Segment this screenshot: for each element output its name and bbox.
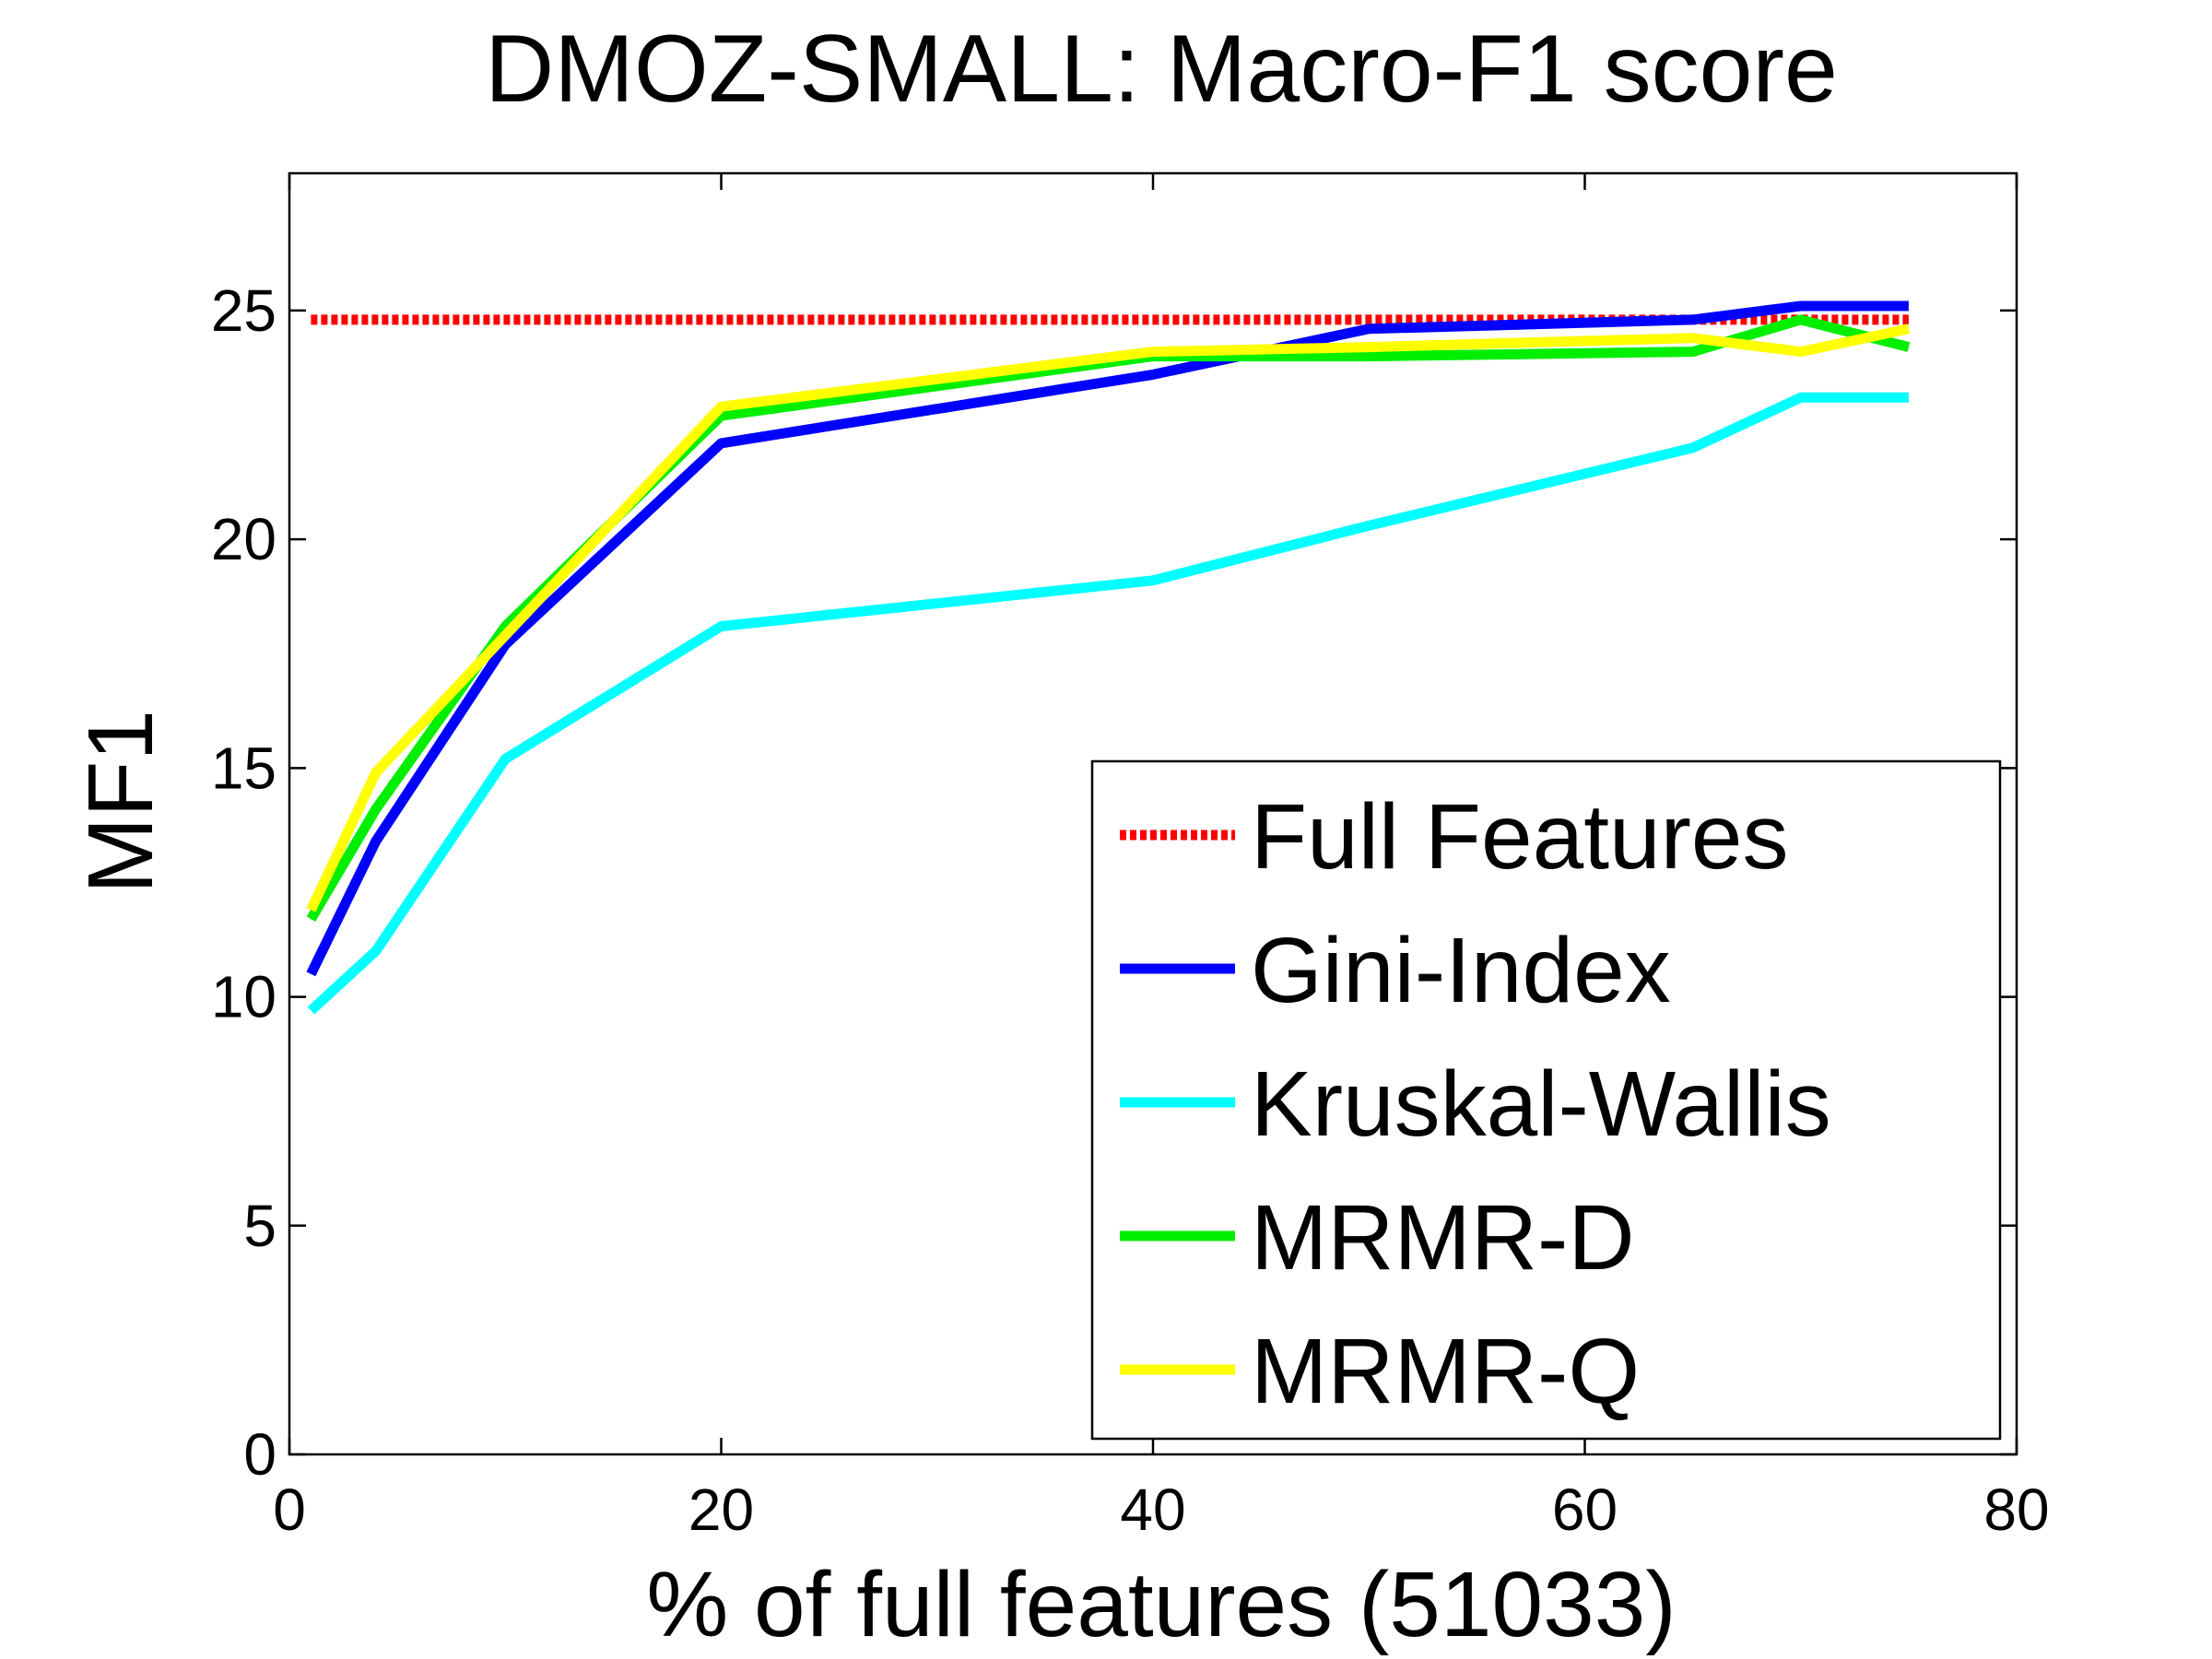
legend: Full Features Gini-Index Kruskal-Wallis MRM… <box>1090 759 2002 1441</box>
series-line-gini-index <box>306 300 1909 977</box>
series-line-kruskal-wallis <box>307 392 1909 1015</box>
chart-title: DMOZ-SMALL: Macro-F1 score <box>485 16 1838 123</box>
x-axis-title: % of full features (51033) <box>646 1553 1676 1656</box>
y-tick-label: 20 <box>211 506 276 572</box>
legend-box <box>1090 759 2002 1441</box>
legend-label: Full Features <box>1251 785 1789 888</box>
series-line-mrmr-q <box>306 324 1911 912</box>
y-tick-label: 5 <box>243 1193 276 1259</box>
x-tick-label: 80 <box>1983 1477 2049 1543</box>
legend-label: Gini-Index <box>1251 919 1671 1022</box>
x-tick-label: 40 <box>1120 1477 1185 1543</box>
x-tick-label: 20 <box>688 1477 754 1543</box>
x-tick-label: 60 <box>1552 1477 1618 1543</box>
y-tick-label: 0 <box>243 1421 276 1488</box>
legend-label: MRMR-D <box>1251 1186 1635 1289</box>
y-axis-title: MF1 <box>69 710 172 894</box>
legend-label: MRMR-Q <box>1251 1320 1640 1423</box>
y-tick-label: 10 <box>211 964 276 1030</box>
y-tick-label: 25 <box>211 277 276 344</box>
x-tick-label: 0 <box>273 1477 306 1543</box>
legend-label: Kruskal-Wallis <box>1251 1053 1831 1156</box>
y-tick-label: 15 <box>211 735 276 801</box>
plot-area: 0 20 40 60 80 0 5 10 15 20 25 <box>211 171 2050 1543</box>
